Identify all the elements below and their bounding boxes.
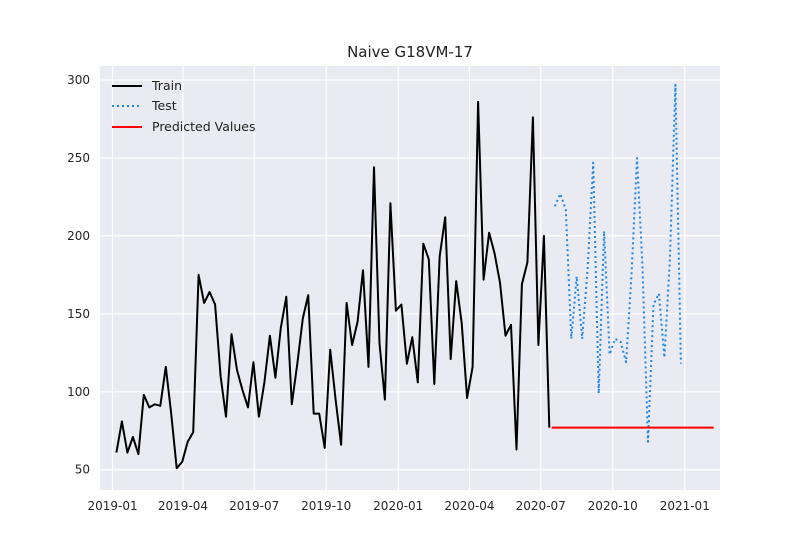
x-tick-label: 2020-01: [373, 499, 423, 513]
y-tick-label: 150: [67, 307, 90, 321]
y-tick-label: 250: [67, 151, 90, 165]
series-layer: [115, 83, 714, 470]
legend: Train Test Predicted Values: [112, 78, 256, 134]
x-tick-label: 2019-01: [87, 499, 137, 513]
y-gridlines: [100, 79, 720, 471]
legend-entry-predicted: Predicted Values: [112, 119, 256, 134]
x-tick-label: 2019-10: [301, 499, 351, 513]
plot-background: [100, 66, 720, 490]
x-tick-label: 2021-01: [660, 499, 710, 513]
legend-entry-train: Train: [112, 78, 182, 93]
x-tick-labels: 2019-01 2019-04 2019-07 2019-10 2020-01 2020-…: [87, 499, 709, 513]
y-tick-label: 200: [67, 229, 90, 243]
y-tick-label: 100: [67, 385, 90, 399]
y-tick-label: 50: [75, 463, 90, 477]
x-tick-label: 2019-07: [229, 499, 279, 513]
x-tick-label: 2020-04: [444, 499, 494, 513]
legend-label-predicted: Predicted Values: [152, 119, 256, 134]
series-line-train: [115, 100, 551, 470]
y-tick-label: 300: [67, 73, 90, 87]
legend-label-test: Test: [151, 98, 177, 113]
series-line-test: [553, 83, 682, 443]
x-tick-label: 2020-10: [588, 499, 638, 513]
x-tick-label: 2019-04: [158, 499, 208, 513]
legend-label-train: Train: [151, 78, 182, 93]
x-tick-label: 2020-07: [516, 499, 566, 513]
legend-entry-test: Test: [112, 98, 177, 113]
y-tick-labels: 50 100 150 200 250 300: [67, 73, 90, 477]
chart-title: Naive G18VM-17: [347, 43, 473, 61]
x-gridlines: [111, 66, 686, 490]
